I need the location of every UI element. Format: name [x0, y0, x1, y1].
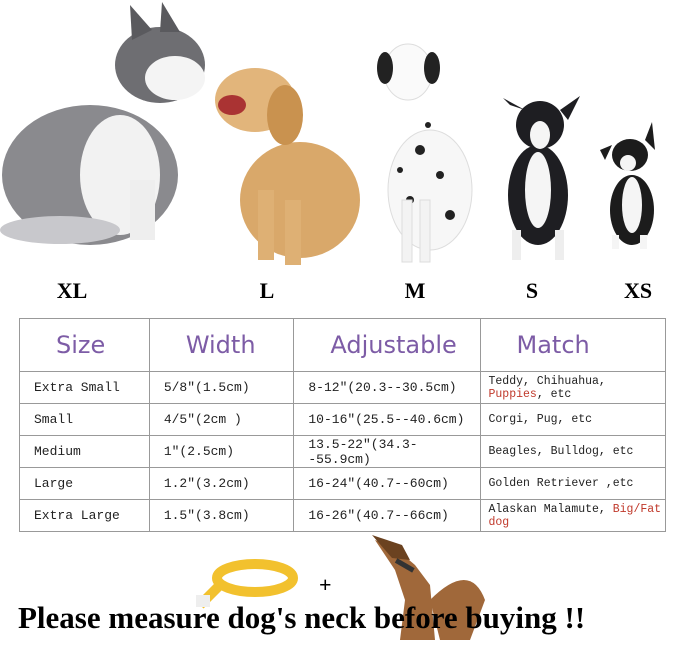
size-label: L — [259, 278, 275, 303]
column-header: Size — [19, 318, 150, 372]
plus-sign: + — [319, 572, 332, 597]
table-cell: 1″(2.5cm) — [148, 435, 295, 468]
table-cell: 1.2″(3.2cm) — [148, 467, 295, 500]
match-cell: Corgi, Pug, etc — [479, 403, 666, 436]
match-cell: Golden Retriever ,etc — [479, 467, 666, 500]
dalmatian — [377, 43, 473, 263]
match-text: Alaskan Malamute, — [488, 502, 613, 516]
match-text: Corgi, Pug, etc — [488, 413, 593, 426]
match-text: Golden Retriever ,etc — [488, 477, 634, 490]
size-table: Size Width Adjustable Match Extra Small 5/8″(… — [19, 318, 666, 532]
match-cell: Alaskan Malamute, Big/Fat dog — [479, 499, 666, 532]
table-row: Small 4/5″(2cm ) 10-16″(25.5--40.6cm) Corgi… — [19, 403, 666, 436]
table-cell: 16-26″(40.7--66cm) — [293, 499, 481, 532]
boston-terrier — [503, 96, 580, 260]
column-header: Width — [148, 318, 295, 372]
table-cell: 4/5″(2cm ) — [148, 403, 295, 436]
table-cell: Medium — [19, 435, 150, 468]
table-cell: Large — [19, 467, 150, 500]
table-cell: Extra Small — [19, 371, 150, 404]
chihuahua — [600, 122, 655, 249]
size-label: XS — [623, 278, 653, 303]
table-row: Medium 1″(2.5cm) 13.5-22″(34.3--55.9cm) Bea… — [19, 435, 666, 468]
size-label: S — [525, 278, 539, 303]
table-cell: Extra Large — [19, 499, 150, 532]
size-label: M — [404, 278, 426, 303]
column-header: Match — [479, 318, 666, 372]
table-cell: 8-12″(20.3--30.5cm) — [293, 371, 481, 404]
table-cell: 13.5-22″(34.3--55.9cm) — [293, 435, 481, 468]
table-cell: 1.5″(3.8cm) — [148, 499, 295, 532]
table-cell: 5/8″(1.5cm) — [148, 371, 295, 404]
match-text: , etc — [536, 387, 572, 401]
golden-retriever — [215, 68, 360, 265]
tape-measure-icon — [196, 559, 298, 609]
match-text: Puppies — [488, 387, 537, 401]
match-text: Teddy, Chihuahua, — [488, 374, 606, 388]
table-row: Extra Large 1.5″(3.8cm) 16-26″(40.7--66cm)… — [19, 499, 666, 532]
size-label: XL — [56, 278, 88, 303]
table-cell: Small — [19, 403, 150, 436]
table-cell: 10-16″(25.5--40.6cm) — [293, 403, 481, 436]
match-cell: Beagles, Bulldog, etc — [479, 435, 666, 468]
match-cell: Teddy, Chihuahua, Puppies, etc — [479, 371, 666, 404]
cartoon-dog-icon — [372, 535, 485, 640]
husky — [0, 2, 205, 245]
table-row: Extra Small 5/8″(1.5cm) 8-12″(20.3--30.5cm… — [19, 371, 666, 404]
table-row: Large 1.2″(3.2cm) 16-24″(40.7--60cm) Golden… — [19, 467, 666, 500]
match-text: Beagles, Bulldog, etc — [488, 445, 634, 458]
match-text: Big/Fat dog — [488, 502, 662, 529]
table-cell: 16-24″(40.7--60cm) — [293, 467, 481, 500]
column-header: Adjustable — [293, 318, 481, 372]
footer-text: Please measure dog's neck before buying … — [18, 600, 586, 635]
